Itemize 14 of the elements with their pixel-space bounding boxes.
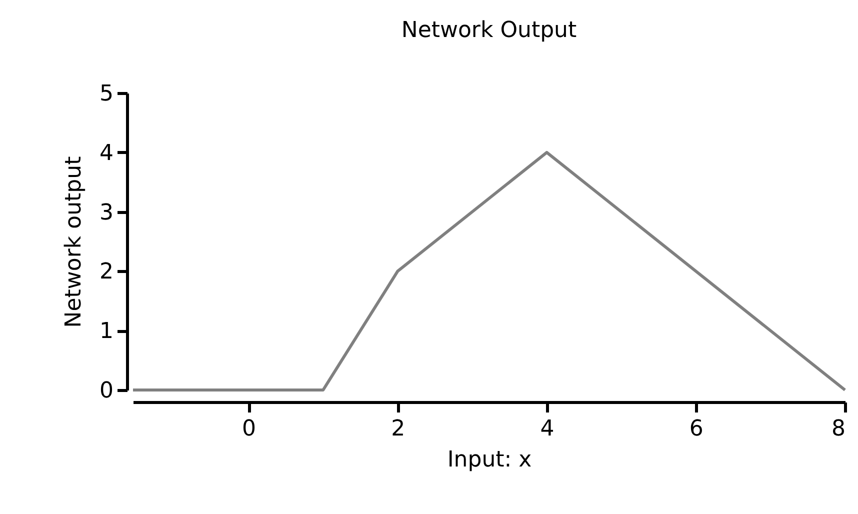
y-tick-label: 1 bbox=[100, 319, 114, 344]
y-axis-title: Network output bbox=[62, 156, 87, 328]
x-tick-label: 2 bbox=[391, 416, 406, 442]
x-tick-label: 0 bbox=[242, 416, 256, 442]
y-tick-label: 4 bbox=[100, 140, 114, 166]
x-axis-title: Input: x bbox=[447, 448, 532, 472]
y-tick-label: 0 bbox=[100, 378, 114, 404]
x-tick-label: 6 bbox=[689, 416, 704, 442]
x-tick-label: 8 bbox=[832, 416, 846, 442]
x-tick-label: 4 bbox=[540, 416, 554, 442]
y-tick-label: 5 bbox=[100, 82, 114, 106]
y-tick-label: 2 bbox=[100, 260, 114, 285]
chart-title: Network Output bbox=[401, 18, 578, 43]
y-tick-label: 3 bbox=[100, 200, 114, 226]
